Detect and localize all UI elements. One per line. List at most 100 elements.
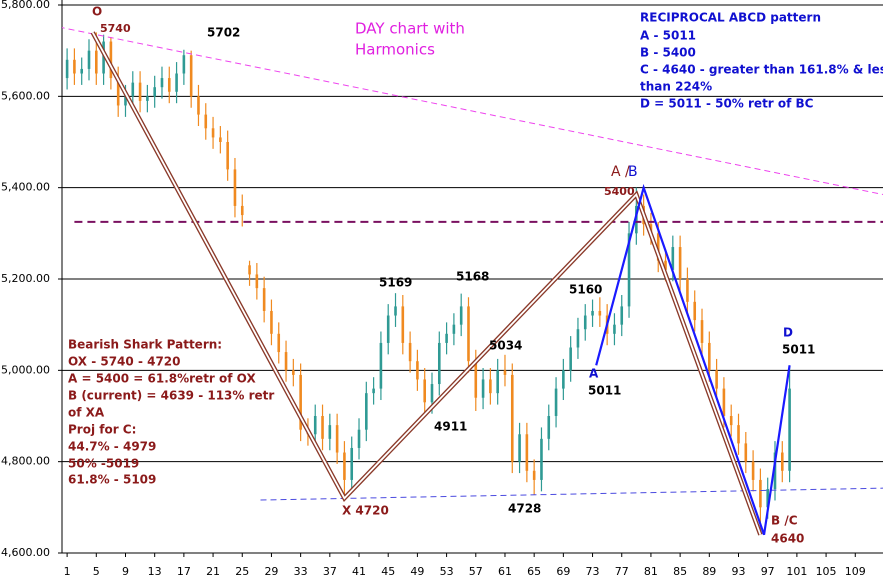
annotation: D = 5011 - 50% retr of BC: [640, 97, 814, 111]
x-tick-label: 1: [64, 565, 71, 578]
annotation: 5169: [379, 276, 412, 290]
price-body: [518, 434, 521, 462]
annotation: 4911: [434, 420, 467, 434]
x-tick-label: 37: [323, 565, 337, 578]
price-body: [700, 320, 704, 343]
annotation: O: [92, 5, 102, 19]
price-body: [503, 370, 507, 375]
price-body: [474, 361, 478, 398]
annotation: Harmonics: [355, 41, 435, 59]
y-tick-label: 5,200.00: [1, 272, 50, 285]
annotation: A - 5011: [640, 29, 696, 43]
price-body: [255, 274, 259, 289]
price-body: [613, 324, 616, 334]
price-body: [248, 265, 251, 275]
price-body: [94, 50, 98, 74]
price-body: [722, 388, 726, 416]
price-body: [569, 347, 572, 371]
price-body: [197, 96, 200, 115]
price-body: [131, 82, 135, 97]
annotation: D: [783, 326, 793, 340]
x-tick-label: 61: [498, 565, 512, 578]
price-body: [598, 310, 602, 316]
annotation: 5702: [207, 26, 240, 40]
x-tick-label: 77: [615, 565, 629, 578]
x-tick-label: 29: [264, 565, 278, 578]
price-body: [189, 55, 193, 97]
price-body: [715, 370, 718, 389]
price-body: [299, 374, 302, 430]
shark-pattern-line: [91, 31, 762, 536]
price-body: [321, 416, 324, 439]
x-tick-label: 53: [440, 565, 454, 578]
price-body: [153, 87, 156, 97]
price-body: [780, 452, 784, 471]
price-body: [744, 443, 748, 462]
price-body: [73, 59, 76, 74]
price-body: [270, 310, 273, 334]
annotation: DAY chart with: [355, 20, 465, 38]
price-body: [87, 50, 91, 69]
price-body: [788, 388, 791, 471]
price-body: [591, 310, 594, 316]
y-tick-label: 5,600.00: [1, 89, 50, 102]
x-tick-label: 25: [235, 565, 249, 578]
price-body: [313, 416, 317, 435]
price-body: [146, 96, 149, 101]
x-tick-label: 109: [845, 565, 866, 578]
trend-line: [260, 487, 883, 501]
annotation: B (current) = 4639 - 113% retr: [68, 389, 274, 403]
annotation: X 4720: [342, 504, 389, 518]
annotation: than 224%: [640, 80, 712, 94]
y-tick-label: 5,000.00: [1, 363, 50, 376]
annotation: A = 5400 = 61.8%retr of OX: [68, 372, 256, 386]
annotation: C - 4640 - greater than 161.8% & less: [640, 63, 883, 77]
x-tick-label: 73: [586, 565, 600, 578]
price-body: [379, 342, 383, 389]
x-tick-label: 13: [148, 565, 162, 578]
price-body: [656, 233, 660, 261]
price-body: [540, 438, 543, 480]
price-body: [204, 114, 208, 129]
price-body: [240, 205, 244, 216]
price-body: [65, 59, 69, 79]
price-body: [481, 379, 485, 398]
price-body: [365, 393, 368, 430]
price-body: [773, 452, 777, 490]
price-body: [292, 370, 295, 375]
price-body: [532, 470, 536, 480]
annotation: A: [589, 367, 599, 381]
price-body: [693, 301, 697, 321]
trend-line: [62, 27, 883, 196]
annotation: 5168: [456, 270, 489, 284]
price-body: [219, 137, 222, 142]
y-tick-label: 4,600.00: [1, 546, 50, 559]
x-tick-label: 93: [732, 565, 746, 578]
annotation: of XA: [68, 406, 105, 420]
x-tick-label: 81: [644, 565, 658, 578]
price-body: [489, 379, 492, 394]
price-body: [671, 247, 675, 270]
price-body: [452, 324, 456, 334]
annotation: 50% -5019: [68, 457, 139, 471]
price-body: [445, 333, 448, 343]
x-tick-label: 45: [381, 565, 395, 578]
price-body: [343, 452, 346, 480]
annotation: 5011: [782, 343, 815, 357]
x-tick-label: 49: [410, 565, 424, 578]
price-body: [430, 384, 434, 403]
price-body: [102, 41, 105, 74]
y-tick-label: 5,800.00: [1, 0, 50, 11]
price-body: [635, 205, 638, 234]
x-tick-label: 69: [556, 565, 570, 578]
annotation: RECIPROCAL ABCD pattern: [640, 11, 821, 25]
price-body: [547, 416, 551, 439]
price-body: [175, 73, 178, 92]
annotation: 5400: [604, 185, 635, 198]
annotation: 5034: [489, 339, 522, 353]
price-body: [138, 82, 142, 101]
x-tick-label: 17: [177, 565, 191, 578]
x-tick-label: 21: [206, 565, 220, 578]
price-body: [182, 55, 186, 74]
